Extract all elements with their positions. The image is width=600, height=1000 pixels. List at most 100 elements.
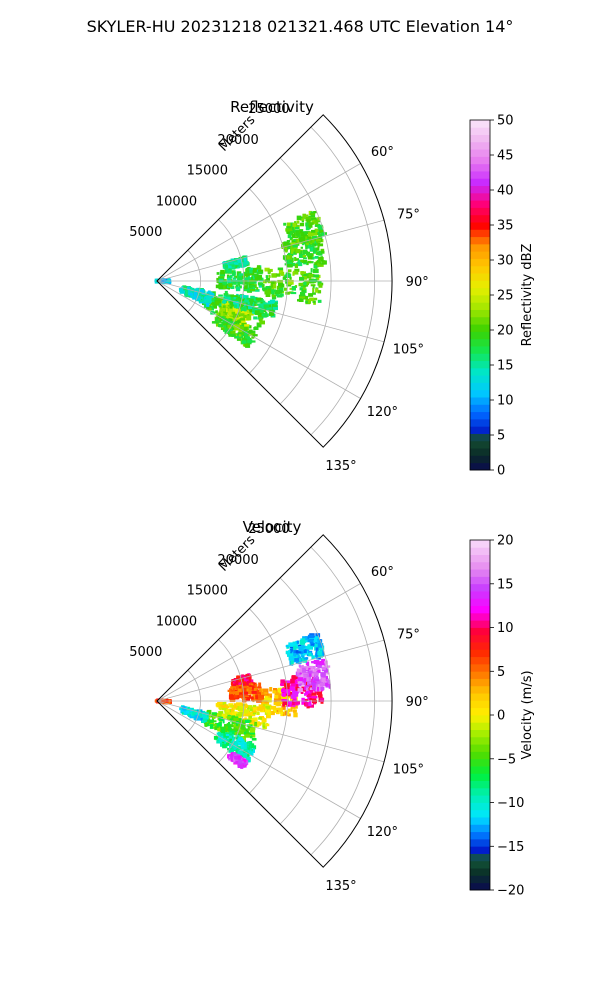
- echo-cell: [265, 275, 269, 278]
- echo-cell: [216, 315, 219, 319]
- echo-cell: [239, 706, 244, 710]
- echo-cell: [299, 277, 305, 281]
- echo-cell: [303, 657, 307, 660]
- colorbar-band: [470, 598, 490, 607]
- echo-cell: [238, 730, 244, 735]
- colorbar-band: [470, 540, 490, 548]
- echo-cell: [228, 308, 233, 312]
- echo-cell: [298, 646, 304, 652]
- echo-cell: [242, 688, 247, 693]
- echo-cell: [301, 260, 307, 263]
- echo-cell: [237, 332, 242, 335]
- echo-cell: [224, 263, 228, 266]
- echo-cell: [238, 301, 242, 304]
- colorbar-band: [470, 671, 490, 679]
- echo-cell: [283, 222, 287, 226]
- echo-cell: [269, 311, 275, 316]
- echo-cell: [246, 341, 250, 345]
- echo-cell: [258, 717, 262, 720]
- echo-cell: [215, 301, 221, 305]
- colorbar-band: [470, 693, 490, 701]
- echo-cell: [202, 718, 207, 722]
- echo-cell: [240, 306, 246, 311]
- colorbar-band: [470, 287, 490, 296]
- colorbar-tick-label: 40: [497, 184, 514, 199]
- echo-cell: [218, 711, 224, 715]
- echo-cell: [267, 697, 272, 703]
- echo-cell: [245, 712, 251, 717]
- echo-cell: [251, 722, 255, 726]
- echo-cell: [304, 685, 309, 688]
- echo-cell: [301, 657, 305, 661]
- echo-cell: [318, 655, 323, 658]
- echo-cell: [257, 722, 262, 726]
- echo-cell: [313, 230, 318, 236]
- echo-cell: [248, 722, 253, 726]
- echo-cell: [317, 299, 322, 303]
- echo-cell: [243, 277, 250, 283]
- echo-cell: [238, 678, 243, 682]
- echo-cell: [299, 240, 304, 243]
- colorbar-band: [470, 426, 490, 434]
- echo-cell: [317, 263, 323, 267]
- echo-cell: [208, 293, 215, 297]
- colorbar-band: [470, 389, 490, 398]
- echo-cell: [296, 668, 303, 673]
- echo-cell: [319, 229, 324, 233]
- colorbar-band: [470, 222, 490, 230]
- echo-cell: [273, 688, 278, 693]
- echo-cell: [236, 685, 239, 690]
- echo-cell: [224, 742, 227, 746]
- echo-cell: [205, 300, 212, 303]
- echo-cell: [302, 249, 308, 254]
- echo-cell: [308, 222, 314, 225]
- echo-cell: [244, 760, 248, 764]
- colorbar-band: [470, 685, 490, 694]
- colorbar-band: [470, 554, 490, 563]
- colorbar-band: [470, 642, 490, 650]
- echo-cell: [251, 738, 257, 741]
- echo-cell: [238, 719, 244, 724]
- echo-cell: [315, 223, 321, 227]
- echo-cell: [239, 712, 244, 717]
- echo-cell: [301, 653, 304, 659]
- echo-cell: [203, 304, 209, 308]
- echo-cell: [206, 302, 210, 307]
- echo-cell: [251, 717, 257, 720]
- echo-cell: [304, 231, 310, 235]
- echo-cell: [199, 712, 202, 717]
- radial-tick-label: 20000: [217, 553, 258, 568]
- echo-cell: [235, 284, 239, 288]
- echo-cell: [304, 280, 309, 286]
- echo-cell: [224, 315, 230, 320]
- echo-cell: [295, 650, 301, 653]
- echo-cell: [233, 280, 237, 285]
- echo-cell: [238, 330, 243, 334]
- echo-cell: [316, 667, 320, 670]
- echo-cell: [231, 707, 234, 712]
- echo-cell: [264, 690, 268, 695]
- echo-cell: [286, 645, 289, 649]
- echo-cell: [321, 261, 326, 264]
- echo-cell: [289, 230, 294, 236]
- echo-cell: [213, 735, 220, 740]
- echo-cell: [263, 302, 268, 306]
- echo-cell: [234, 265, 238, 269]
- colorbar-band: [470, 831, 490, 840]
- echo-cell: [243, 285, 248, 289]
- echo-cell: [243, 257, 247, 262]
- echo-cell: [251, 696, 257, 701]
- echo-cell: [259, 716, 264, 719]
- echo-cell: [207, 307, 212, 311]
- echo-cell: [304, 234, 309, 239]
- echo-cell: [280, 712, 283, 716]
- echo-cell: [232, 270, 236, 273]
- echo-cell: [277, 697, 283, 700]
- colorbar-band: [470, 382, 490, 391]
- echo-cell: [251, 698, 254, 702]
- echo-cell: [233, 723, 236, 727]
- echo-cell: [231, 712, 237, 717]
- echo-cell: [250, 282, 255, 286]
- echo-cell: [314, 247, 320, 251]
- azimuth-spoke: [156, 219, 385, 282]
